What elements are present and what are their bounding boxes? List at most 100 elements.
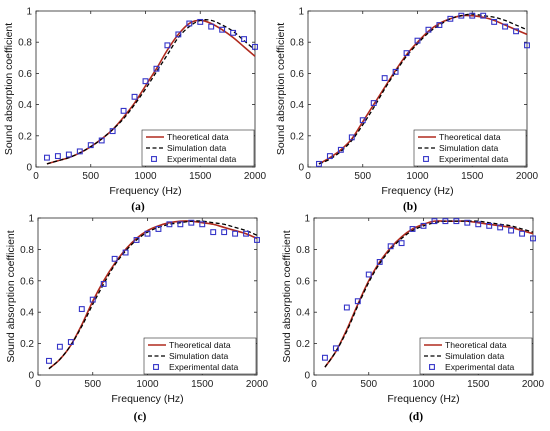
experimental-data-point: [497, 224, 504, 231]
experimental-data-point: [177, 221, 184, 228]
x-tick-label: 2000: [516, 171, 539, 182]
legend-marker-experimental: [151, 156, 157, 162]
x-tick-label: 1500: [467, 379, 490, 390]
experimental-data-point: [392, 68, 399, 75]
legend-label: Experimental data: [439, 154, 508, 164]
experimental-data-point: [475, 221, 482, 228]
experimental-data-point: [241, 36, 247, 43]
x-tick-label: 2000: [244, 171, 267, 182]
y-tick-label: 1: [26, 7, 32, 18]
y-tick-label: 0: [304, 371, 310, 382]
experimental-data-point: [199, 221, 206, 228]
experimental-data-point: [398, 240, 405, 247]
experimental-data-point: [175, 31, 182, 38]
experimental-data-point: [87, 142, 94, 149]
experimental-data-point: [524, 42, 530, 49]
y-tick-label: 0.8: [18, 38, 32, 49]
experimental-data-point: [370, 100, 377, 106]
experimental-data-point: [109, 128, 116, 135]
experimental-data-point: [480, 12, 487, 19]
y-tick-label: 0.4: [18, 100, 32, 111]
legend-label: Simulation data: [445, 351, 504, 361]
experimental-data-point: [337, 146, 344, 153]
x-axis-label: Frequency (Hz): [381, 185, 453, 197]
experimental-data-point: [359, 117, 366, 124]
panel-label: (d): [409, 411, 423, 423]
experimental-data-point: [78, 306, 85, 313]
experimental-data-point: [142, 78, 149, 85]
x-tick-label: 500: [360, 379, 377, 390]
y-tick-label: 0.8: [290, 38, 304, 49]
experimental-data-point: [54, 153, 61, 160]
x-tick-label: 0: [35, 379, 41, 390]
experimental-data-point: [502, 23, 509, 30]
x-tick-label: 1000: [406, 171, 429, 182]
x-tick-label: 500: [84, 379, 101, 390]
x-axis-label: Frequency (Hz): [111, 393, 183, 405]
y-tick-label: 0.2: [20, 339, 34, 350]
x-tick-label: 500: [82, 171, 99, 182]
y-tick-label: 0.4: [290, 100, 304, 111]
experimental-data-point: [321, 354, 328, 361]
experimental-data-point: [469, 12, 476, 19]
experimental-data-point: [164, 42, 171, 49]
experimental-data-point: [232, 230, 239, 237]
y-axis-label: Sound absorption coefficient: [281, 230, 293, 362]
experimental-data-point: [219, 26, 226, 33]
experimental-data-point: [447, 15, 454, 22]
legend-label: Simulation data: [439, 143, 498, 153]
experimental-data-point: [332, 345, 339, 352]
experimental-data-point: [144, 230, 151, 237]
experimental-data-point: [513, 28, 520, 35]
y-tick-label: 0.4: [296, 308, 310, 319]
experimental-data-point: [414, 37, 421, 44]
experimental-data-point: [387, 243, 394, 250]
experimental-data-point: [197, 18, 204, 25]
experimental-data-point: [354, 298, 361, 305]
theoretical-series-line: [48, 220, 258, 370]
y-tick-label: 0.6: [296, 276, 310, 287]
experimental-data-point: [243, 230, 249, 237]
experimental-data-point: [381, 75, 388, 82]
legend-label: Theoretical data: [167, 132, 229, 142]
x-tick-label: 1500: [461, 171, 484, 182]
experimental-data-point: [65, 151, 72, 158]
experimental-data-point: [122, 249, 129, 256]
chart-panel-d: 0 500 1000 1500 2000 0 0.2 0.4 0.6 0.8 1 Frequency …: [281, 214, 545, 424]
experimental-data-point: [420, 222, 427, 229]
experimental-data-point: [436, 22, 443, 28]
experimental-data-point: [221, 229, 228, 236]
legend-box: [419, 337, 533, 375]
x-tick-label: 1500: [191, 379, 214, 390]
x-tick-label: 1000: [136, 379, 159, 390]
y-tick-label: 1: [28, 214, 34, 225]
panel-label: (b): [403, 201, 417, 213]
x-tick-label: 1500: [189, 171, 212, 182]
experimental-data-point: [508, 227, 515, 234]
experimental-data-point: [230, 29, 237, 36]
y-axis-label: Sound absorption coefficient: [275, 23, 287, 155]
x-axis-label: Frequency (Hz): [109, 185, 181, 197]
x-tick-label: 1000: [134, 171, 157, 182]
experimental-data-point: [131, 93, 138, 100]
y-tick-label: 0.2: [18, 131, 32, 142]
experimental-data-point: [458, 12, 465, 19]
experimental-data-point: [155, 226, 162, 232]
x-tick-label: 0: [305, 171, 311, 182]
experimental-data-point: [486, 222, 493, 229]
experimental-data-point: [431, 218, 438, 225]
y-tick-label: 0: [26, 163, 32, 174]
experimental-data-point: [67, 339, 74, 345]
y-tick-label: 1: [298, 7, 304, 18]
legend-label: Experimental data: [445, 362, 514, 372]
experimental-data-point: [76, 148, 83, 155]
experimental-data-point: [133, 237, 140, 243]
x-tick-label: 500: [354, 171, 371, 182]
y-tick-label: 0.2: [296, 339, 310, 350]
y-axis-label: Sound absorption coefficient: [3, 23, 15, 155]
experimental-data-point: [464, 219, 471, 226]
x-tick-label: 0: [311, 379, 317, 390]
